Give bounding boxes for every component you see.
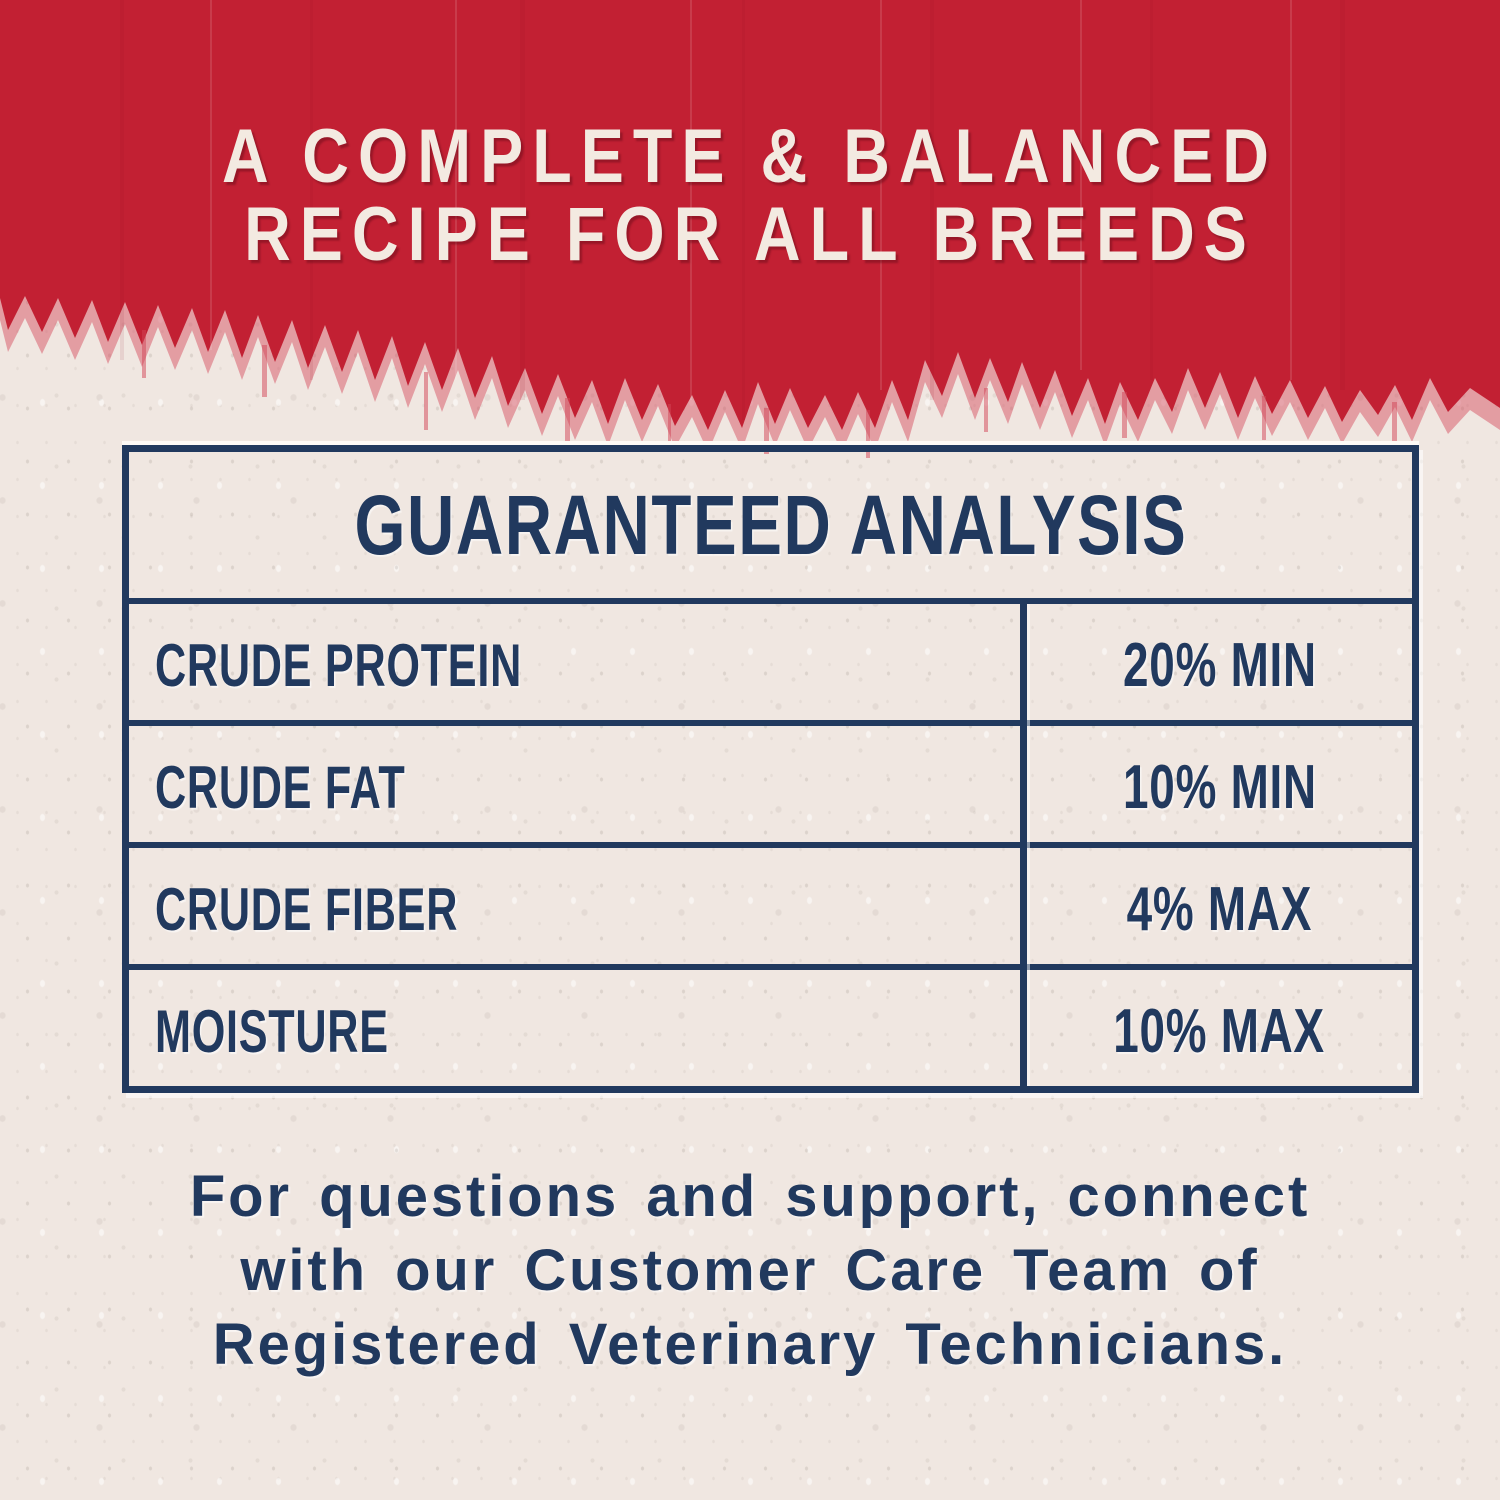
row-value-cell: 10% MAX bbox=[1027, 970, 1412, 1086]
row-value: 20% MIN bbox=[1122, 630, 1317, 700]
row-label-cell: MOISTURE bbox=[129, 970, 1027, 1086]
red-paint-band bbox=[0, 0, 1500, 458]
guaranteed-analysis-table: GUARANTEED ANALYSIS CRUDE PROTEIN 20% MI… bbox=[122, 441, 1419, 1093]
row-value: 10% MAX bbox=[1113, 996, 1326, 1066]
banner-line-1: A COMPLETE & BALANCED bbox=[221, 114, 1279, 199]
row-label: CRUDE PROTEIN bbox=[155, 631, 522, 699]
table-row-crude-fiber: CRUDE FIBER 4% MAX bbox=[129, 842, 1412, 964]
row-value: 4% MAX bbox=[1126, 874, 1313, 944]
table-body: CRUDE PROTEIN 20% MIN CRUDE FAT 10% MIN bbox=[129, 604, 1412, 1086]
table-row-crude-protein: CRUDE PROTEIN 20% MIN bbox=[129, 604, 1412, 720]
banner-line-2: RECIPE FOR ALL BREEDS bbox=[244, 192, 1256, 277]
table-row-moisture: MOISTURE 10% MAX bbox=[129, 964, 1412, 1086]
row-value-cell: 4% MAX bbox=[1027, 848, 1412, 964]
row-label-cell: CRUDE PROTEIN bbox=[129, 604, 1027, 720]
column-divider bbox=[1020, 604, 1028, 1086]
banner-headline: A COMPLETE & BALANCED RECIPE FOR ALL BRE… bbox=[0, 118, 1500, 274]
row-label: MOISTURE bbox=[155, 997, 389, 1065]
row-value-cell: 10% MIN bbox=[1027, 726, 1412, 842]
table-top-rule bbox=[122, 441, 1419, 445]
row-label: CRUDE FIBER bbox=[155, 875, 459, 943]
table-row-crude-fat: CRUDE FAT 10% MIN bbox=[129, 720, 1412, 842]
table-frame: GUARANTEED ANALYSIS CRUDE PROTEIN 20% MI… bbox=[122, 445, 1419, 1093]
row-value-cell: 20% MIN bbox=[1027, 604, 1412, 720]
table-title-row: GUARANTEED ANALYSIS bbox=[129, 452, 1412, 604]
support-line-2: with our Customer Care Team of bbox=[240, 1238, 1260, 1303]
row-value: 10% MIN bbox=[1122, 752, 1317, 822]
row-label-cell: CRUDE FIBER bbox=[129, 848, 1027, 964]
support-note: For questions and support, connect with … bbox=[0, 1160, 1500, 1382]
table-title: GUARANTEED ANALYSIS bbox=[354, 477, 1187, 572]
row-label: CRUDE FAT bbox=[155, 753, 406, 821]
row-label-cell: CRUDE FAT bbox=[129, 726, 1027, 842]
support-line-3: Registered Veterinary Technicians. bbox=[212, 1312, 1288, 1377]
support-line-1: For questions and support, connect bbox=[189, 1164, 1311, 1229]
